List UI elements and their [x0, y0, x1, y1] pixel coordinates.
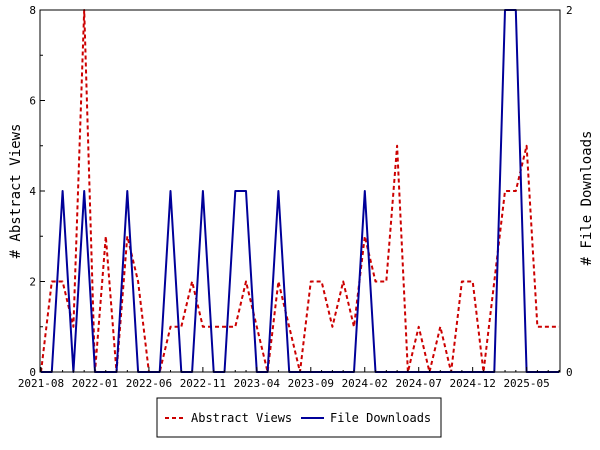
legend-label-abstract-views: Abstract Views: [191, 411, 292, 425]
x-tick-label: 2021-08: [18, 377, 64, 390]
data-point-abstract-views: [72, 326, 74, 328]
left-axis: 0 2 4 6 8: [29, 4, 45, 379]
data-point-abstract-views: [126, 235, 128, 237]
data-point-abstract-views: [223, 326, 225, 328]
y2-tick-label: 0: [566, 366, 573, 379]
data-point-abstract-views: [234, 326, 236, 328]
data-point-file-downloads: [245, 190, 247, 192]
data-point-abstract-views: [245, 280, 247, 282]
data-point-abstract-views: [277, 280, 279, 282]
y-tick-label: 2: [29, 276, 36, 289]
x-tick-label: 2022-01: [72, 377, 118, 390]
y-tick-label: 8: [29, 4, 36, 17]
data-point-file-downloads: [202, 190, 204, 192]
data-point-abstract-views: [547, 326, 549, 328]
data-point-abstract-views: [202, 326, 204, 328]
data-point-file-downloads: [61, 190, 63, 192]
data-point-abstract-views: [439, 326, 441, 328]
y-tick-label: 6: [29, 95, 36, 108]
y-tick-label: 4: [29, 185, 36, 198]
x-tick-label: 2024-07: [396, 377, 442, 390]
data-point-abstract-views: [320, 280, 322, 282]
y-axis-title: # Abstract Views: [8, 124, 24, 259]
data-point-abstract-views: [525, 145, 527, 147]
data-point-abstract-views: [385, 280, 387, 282]
x-tick-label: 2023-04: [234, 377, 281, 390]
data-point-abstract-views: [461, 280, 463, 282]
data-point-abstract-views: [396, 145, 398, 147]
y2-tick-label: 2: [566, 4, 573, 17]
x-tick-label: 2025-05: [503, 377, 549, 390]
data-point-abstract-views: [180, 326, 182, 328]
y-tick-label: 0: [29, 366, 36, 379]
data-point-file-downloads: [364, 190, 366, 192]
data-point-abstract-views: [213, 326, 215, 328]
data-point-abstract-views: [310, 280, 312, 282]
data-point-abstract-views: [105, 235, 107, 237]
data-point-abstract-views: [472, 280, 474, 282]
x-tick-label: 2024-12: [449, 377, 495, 390]
legend-label-file-downloads: File Downloads: [330, 411, 431, 425]
data-point-file-downloads: [234, 190, 236, 192]
data-point-file-downloads: [83, 190, 85, 192]
data-point-abstract-views: [137, 280, 139, 282]
x-tick-label: 2022-06: [126, 377, 172, 390]
data-point-abstract-views: [353, 326, 355, 328]
data-point-abstract-views: [342, 280, 344, 282]
data-point-abstract-views: [169, 326, 171, 328]
legend-box: [156, 397, 442, 438]
data-point-abstract-views: [288, 326, 290, 328]
data-point-abstract-views: [191, 280, 193, 282]
data-point-abstract-views: [504, 190, 506, 192]
data-point-file-downloads: [126, 190, 128, 192]
data-point-abstract-views: [331, 326, 333, 328]
data-point-abstract-views: [256, 326, 258, 328]
data-point-abstract-views: [61, 280, 63, 282]
data-point-file-downloads: [277, 190, 279, 192]
x-tick-label: 2023-09: [288, 377, 334, 390]
x-tick-label: 2022-11: [180, 377, 226, 390]
x-tick-label: 2024-02: [342, 377, 388, 390]
data-point-abstract-views: [515, 190, 517, 192]
data-point-abstract-views: [493, 280, 495, 282]
data-point-abstract-views: [418, 326, 420, 328]
data-point-file-downloads: [169, 190, 171, 192]
data-point-abstract-views: [364, 235, 366, 237]
legend: Abstract Views File Downloads: [156, 397, 442, 438]
y2-axis-title: # File Downloads: [579, 131, 595, 266]
data-point-abstract-views: [51, 280, 53, 282]
data-point-abstract-views: [536, 326, 538, 328]
data-point-abstract-views: [374, 280, 376, 282]
x-axis: 2021-08 2022-01 2022-06 2022-11 2023-04 2023-…: [18, 367, 560, 390]
